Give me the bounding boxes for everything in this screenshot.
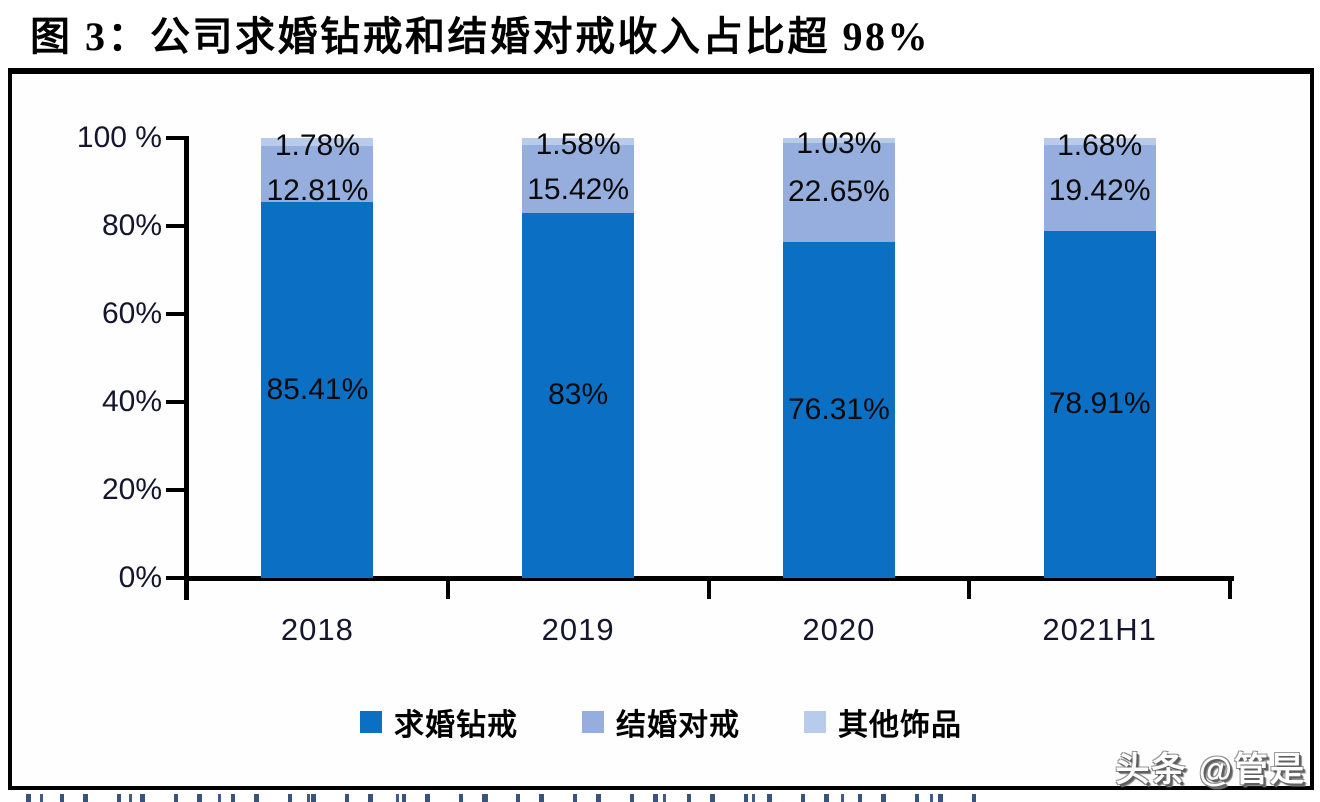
data-label-proposal-diamond-ring-2018: 85.41% <box>266 373 369 407</box>
bar-2021H1-segment-proposal-diamond-ring <box>1043 230 1156 578</box>
data-label-proposal-diamond-ring-2019: 83% <box>548 378 609 412</box>
x-category-label: 2020 <box>802 612 876 647</box>
y-tick-label: 40% <box>101 385 162 418</box>
y-tick <box>166 312 187 316</box>
data-label-proposal-diamond-ring-2021H1: 78.91% <box>1048 387 1151 421</box>
x-tick <box>185 578 189 599</box>
watermark-toutiao: 头条 @管是 <box>1115 751 1306 789</box>
figure-title: 图 3：公司求婚钻戒和结婚对戒收入占比超 98% <box>30 14 930 59</box>
x-category-label: 2019 <box>541 612 615 647</box>
y-tick-label: 60% <box>101 297 162 330</box>
data-label-other-jewelry-2020: 1.03% <box>796 127 882 161</box>
y-axis-line <box>184 136 189 600</box>
data-label-wedding-band-2018: 12.81% <box>266 173 369 207</box>
bar-2019-segment-proposal-diamond-ring <box>522 212 635 578</box>
data-label-other-jewelry-2018: 1.78% <box>274 128 360 162</box>
data-label-wedding-band-2019: 15.42% <box>527 173 629 207</box>
bar-2021H1-segment-wedding-band <box>1043 145 1156 231</box>
data-label-proposal-diamond-ring-2020: 76.31% <box>788 393 890 427</box>
data-label-other-jewelry-2019: 1.58% <box>535 128 621 162</box>
legend-label-wedding-band: 结婚对戒 <box>616 709 740 742</box>
x-tick <box>445 578 450 599</box>
legend-swatch-wedding-band <box>582 711 604 733</box>
bar-2019-segment-other-jewelry <box>522 138 635 145</box>
bar-2018-segment-proposal-diamond-ring <box>261 202 374 578</box>
x-tick <box>967 578 972 599</box>
bar-2019-segment-wedding-band <box>522 144 635 213</box>
x-tick <box>706 578 711 599</box>
legend-swatch-other-jewelry <box>804 711 826 733</box>
y-tick <box>166 400 187 404</box>
legend-label-proposal-diamond-ring: 求婚钻戒 <box>394 709 518 742</box>
y-tick-label: 80% <box>101 209 162 242</box>
bar-2018-segment-other-jewelry <box>261 138 374 146</box>
y-tick-label: 0% <box>118 561 162 594</box>
x-tick <box>1228 578 1232 599</box>
y-tick <box>166 136 187 140</box>
bar-2018-segment-wedding-band <box>261 145 374 203</box>
legend-swatch-proposal-diamond-ring <box>360 711 382 733</box>
y-tick-label: 20% <box>101 473 162 506</box>
y-tick <box>166 224 187 228</box>
y-tick <box>166 576 187 580</box>
cutoff-text-fragments <box>26 794 986 802</box>
bar-2020-segment-other-jewelry <box>782 138 895 143</box>
bar-2020-segment-proposal-diamond-ring <box>782 242 895 578</box>
x-category-label: 2018 <box>280 612 354 647</box>
legend-item-wedding-band: 结婚对戒 <box>582 700 740 744</box>
bar-2021H1-segment-other-jewelry <box>1043 137 1156 146</box>
data-label-wedding-band-2020: 22.65% <box>788 175 890 209</box>
legend-item-proposal-diamond-ring: 求婚钻戒 <box>360 700 518 744</box>
chart-legend: 求婚钻戒 结婚对戒 其他饰品 <box>8 700 1314 744</box>
bar-2020-segment-wedding-band <box>782 142 895 243</box>
y-tick <box>166 488 187 492</box>
y-tick-label: 100 % <box>76 121 162 154</box>
legend-label-other-jewelry: 其他饰品 <box>838 709 962 742</box>
data-label-wedding-band-2021H1: 19.42% <box>1048 173 1151 207</box>
x-category-label: 2021H1 <box>1042 612 1157 647</box>
data-label-other-jewelry-2021H1: 1.68% <box>1057 128 1143 162</box>
legend-item-other-jewelry: 其他饰品 <box>804 700 962 744</box>
